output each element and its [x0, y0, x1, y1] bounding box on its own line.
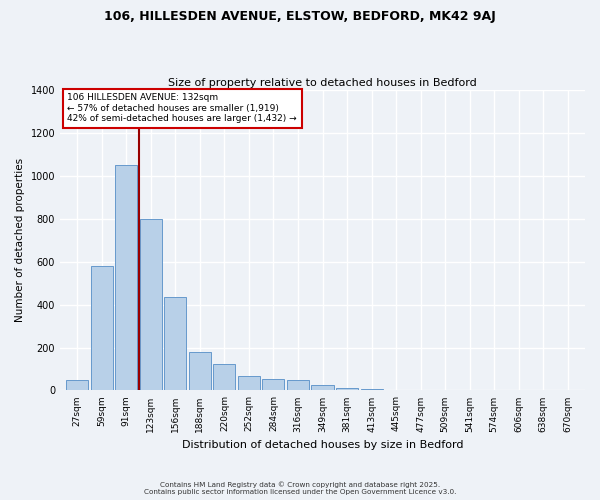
Bar: [336, 388, 358, 390]
Text: 106 HILLESDEN AVENUE: 132sqm
← 57% of detached houses are smaller (1,919)
42% of: 106 HILLESDEN AVENUE: 132sqm ← 57% of de…: [67, 94, 297, 123]
Bar: [262, 378, 284, 390]
Bar: [214, 364, 235, 390]
Y-axis label: Number of detached properties: Number of detached properties: [15, 158, 25, 322]
Bar: [238, 376, 260, 390]
X-axis label: Distribution of detached houses by size in Bedford: Distribution of detached houses by size …: [182, 440, 463, 450]
Title: Size of property relative to detached houses in Bedford: Size of property relative to detached ho…: [168, 78, 477, 88]
Bar: [311, 385, 334, 390]
Bar: [164, 297, 187, 390]
Text: Contains HM Land Registry data © Crown copyright and database right 2025.
Contai: Contains HM Land Registry data © Crown c…: [144, 482, 456, 495]
Bar: [115, 165, 137, 390]
Bar: [189, 352, 211, 391]
Bar: [287, 380, 309, 390]
Bar: [91, 266, 113, 390]
Text: 106, HILLESDEN AVENUE, ELSTOW, BEDFORD, MK42 9AJ: 106, HILLESDEN AVENUE, ELSTOW, BEDFORD, …: [104, 10, 496, 23]
Bar: [140, 219, 162, 390]
Bar: [66, 380, 88, 390]
